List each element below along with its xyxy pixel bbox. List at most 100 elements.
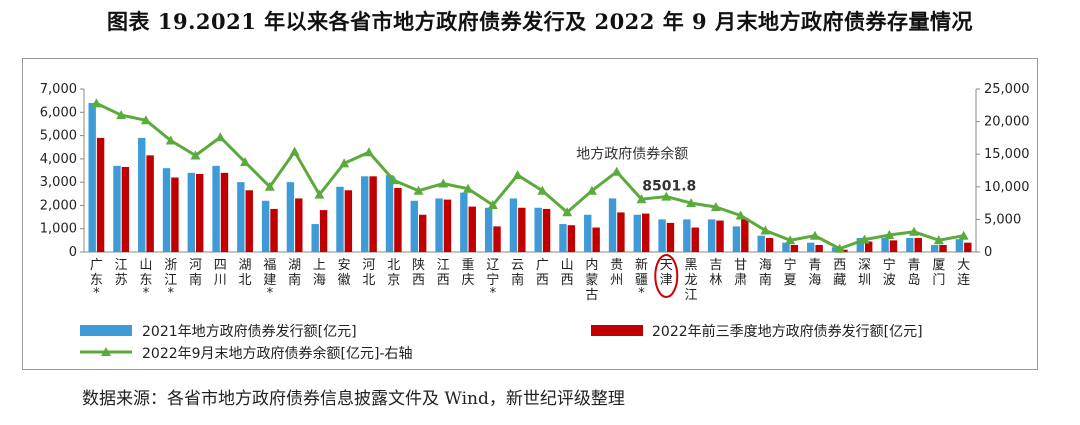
category-label: 广 bbox=[90, 258, 103, 273]
legend-label-2021: 2021年地方政府债券发行额[亿元] bbox=[142, 324, 357, 340]
bar-2022q3-issuance bbox=[394, 187, 402, 252]
category-label: 蒙 bbox=[585, 273, 598, 288]
page-title: 图表 19.2021 年以来各省市地方政府债券发行及 2022 年 9 月末地方… bbox=[107, 9, 973, 34]
bar-2021-issuance bbox=[435, 198, 443, 252]
bar-2022q3-issuance bbox=[765, 238, 774, 252]
bar-2022q3-issuance bbox=[815, 245, 823, 252]
balance-line bbox=[95, 101, 964, 251]
category-label: 贵 bbox=[610, 258, 623, 273]
category-label: 连 bbox=[957, 272, 970, 288]
bar-2021-issuance bbox=[584, 214, 592, 252]
category-label: 东 bbox=[90, 273, 103, 288]
category-label: 古 bbox=[585, 288, 598, 303]
annotation-value: 8501.8 bbox=[642, 179, 696, 195]
bar-2021-issuance bbox=[410, 200, 418, 252]
balance-point bbox=[314, 189, 325, 199]
balance-point bbox=[487, 200, 498, 210]
category-label: 江 bbox=[685, 288, 698, 303]
category-label: 山 bbox=[139, 258, 152, 273]
bar-2022q3-issuance bbox=[121, 167, 130, 252]
bar-2022q3-issuance bbox=[493, 226, 501, 252]
bar-2021-issuance bbox=[633, 214, 641, 252]
category-label: 青 bbox=[908, 258, 921, 273]
bar-2021-issuance bbox=[534, 207, 542, 252]
bar-2022q3-issuance bbox=[443, 199, 452, 252]
category-label: 庆 bbox=[462, 273, 475, 288]
category-label: 辽 bbox=[486, 258, 499, 273]
legend-label-2022q3: 2022年前三季度地方政府债券发行额[亿元] bbox=[652, 323, 923, 340]
category-label: 吉 bbox=[709, 258, 722, 273]
bar-2021-issuance bbox=[162, 168, 171, 252]
category-label: 南 bbox=[288, 272, 301, 288]
balance-point bbox=[933, 235, 944, 245]
bar-2021-issuance bbox=[460, 192, 468, 252]
balance-point bbox=[586, 185, 597, 195]
bar-2022q3-issuance bbox=[270, 208, 278, 252]
left-tick-label: 5,000 bbox=[40, 129, 77, 144]
category-label: 天 bbox=[660, 258, 673, 273]
left-tick-label: 6,000 bbox=[40, 105, 77, 120]
category-label: 重 bbox=[462, 257, 475, 273]
balance-point bbox=[859, 234, 870, 244]
category-label: 北 bbox=[239, 273, 252, 288]
legend-marker-balance bbox=[101, 347, 111, 356]
bar-2021-issuance bbox=[757, 235, 765, 252]
category-label: 陕 bbox=[412, 258, 425, 273]
bar-2021-issuance bbox=[88, 102, 96, 252]
bar-2022q3-issuance bbox=[914, 238, 922, 252]
category-label: 徽 bbox=[338, 273, 351, 288]
bar-2021-issuance bbox=[509, 198, 518, 252]
category-label: 西 bbox=[536, 273, 549, 288]
balance-point bbox=[909, 226, 920, 236]
right-tick-label: 15,000 bbox=[984, 147, 1030, 162]
category-label: 青 bbox=[808, 258, 821, 273]
category-label: 河 bbox=[362, 258, 375, 273]
right-tick-label: 10,000 bbox=[984, 180, 1030, 195]
balance-point bbox=[388, 175, 399, 185]
bar-2021-issuance bbox=[138, 137, 146, 252]
balance-point bbox=[463, 183, 474, 193]
bar-2021-issuance bbox=[782, 242, 790, 252]
category-label: 湖 bbox=[239, 258, 252, 273]
category-label: 苏 bbox=[115, 272, 128, 288]
balance-point bbox=[116, 110, 127, 120]
bar-2022q3-issuance bbox=[319, 210, 328, 252]
category-label: 黑 bbox=[685, 258, 698, 273]
right-tick-label: 0 bbox=[984, 245, 992, 260]
category-label: 宁 bbox=[784, 257, 797, 273]
balance-point bbox=[735, 210, 746, 220]
bar-2022q3-issuance bbox=[666, 222, 675, 252]
bar-2022q3-issuance bbox=[592, 227, 600, 252]
category-label: 东 bbox=[139, 273, 152, 288]
bar-2022q3-issuance bbox=[468, 206, 476, 252]
balance-point bbox=[413, 185, 424, 195]
category-label: 海 bbox=[759, 258, 772, 273]
bar-2021-issuance bbox=[484, 207, 493, 252]
category-label: 甘 bbox=[734, 258, 747, 273]
category-label: 龙 bbox=[685, 273, 698, 288]
bar-2021-issuance bbox=[361, 176, 369, 252]
category-label: 海 bbox=[313, 273, 326, 288]
bar-2021-issuance bbox=[311, 224, 319, 252]
category-label: 福 bbox=[263, 258, 276, 273]
source-note: 数据来源：各省市地方政府债券信息披露文件及 Wind，新世纪评级整理 bbox=[82, 389, 625, 409]
category-label: 广 bbox=[536, 258, 549, 273]
bar-2021-issuance bbox=[732, 226, 741, 252]
left-tick-label: 1,000 bbox=[40, 222, 77, 237]
balance-point bbox=[562, 207, 573, 217]
category-label: 西 bbox=[412, 273, 425, 288]
bar-2022q3-issuance bbox=[840, 249, 848, 252]
legend-swatch-2021 bbox=[80, 325, 132, 336]
bar-2021-issuance bbox=[856, 238, 864, 252]
balance-point bbox=[165, 135, 176, 145]
balance-point bbox=[512, 170, 523, 180]
bar-2021-issuance bbox=[807, 242, 815, 252]
category-label: 浙 bbox=[164, 258, 177, 273]
category-label: 波 bbox=[883, 273, 896, 288]
star-mark: * bbox=[490, 286, 497, 301]
bar-2021-issuance bbox=[286, 182, 295, 252]
category-label: 大 bbox=[957, 258, 970, 273]
bar-2022q3-issuance bbox=[220, 172, 229, 252]
bar-2022q3-issuance bbox=[741, 218, 749, 252]
bar-2022q3-issuance bbox=[344, 190, 353, 252]
